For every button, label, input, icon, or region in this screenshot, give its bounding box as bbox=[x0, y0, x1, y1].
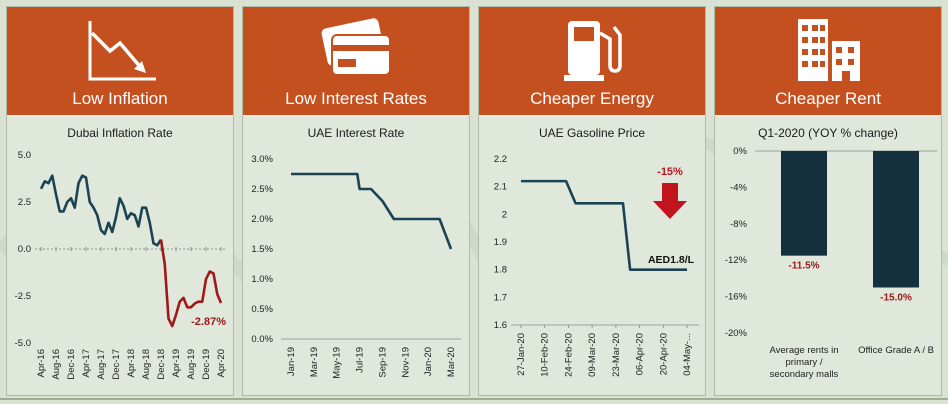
chart-title: Q1-2020 (YOY % change) bbox=[758, 126, 898, 140]
category-label: Average rents in bbox=[769, 345, 838, 356]
x-tick-label: Apr-18 bbox=[126, 349, 137, 378]
bar-value-label: -11.5% bbox=[788, 261, 819, 272]
y-tick-label: 1.7 bbox=[494, 292, 507, 303]
panel-title: Low Inflation bbox=[72, 89, 168, 108]
y-tick-label: 1.6 bbox=[494, 320, 507, 331]
change-label: -15% bbox=[657, 166, 683, 178]
x-tick-label: 10-Feb-20 bbox=[540, 333, 551, 377]
declining-trend-icon bbox=[88, 21, 156, 81]
category-label: primary / bbox=[786, 357, 823, 368]
x-tick-label: Mar-20 bbox=[446, 347, 457, 377]
y-tick-label: 1.9 bbox=[494, 237, 507, 248]
y-tick-label: 1.8 bbox=[494, 265, 507, 276]
x-tick-label: Jan-20 bbox=[423, 347, 434, 376]
y-tick-label: 2.1 bbox=[494, 182, 507, 193]
end-value-label: -2.87% bbox=[191, 316, 226, 328]
rent-bar-chart: 0% -4% -8% -12% -16% -20% -11.5% -15.0% Average … bbox=[725, 146, 937, 380]
x-tick-label: Jan-19 bbox=[286, 347, 297, 376]
panel-title: Low Interest Rates bbox=[285, 89, 427, 108]
x-tick-label: 09-Mar-20 bbox=[587, 333, 598, 377]
y-tick-label: 0.0 bbox=[18, 244, 31, 255]
x-tick-label: Apr-19 bbox=[171, 349, 182, 378]
panel-cheaper-energy: Cheaper Energy UAE Gasoline Price 2.2 2.1… bbox=[478, 6, 706, 396]
panel-title: Cheaper Energy bbox=[530, 89, 654, 108]
panel-header: Low Interest Rates bbox=[243, 7, 469, 117]
y-tick-label: 2.2 bbox=[494, 154, 507, 165]
x-tick-label: Jul-19 bbox=[355, 347, 366, 373]
series-line bbox=[521, 179, 687, 271]
y-tick-label: 0.5% bbox=[251, 304, 273, 315]
chart-title: Dubai Inflation Rate bbox=[67, 126, 173, 140]
x-tick-label: Apr-17 bbox=[81, 349, 92, 378]
series-line bbox=[39, 174, 163, 247]
panel-header: Cheaper Energy bbox=[479, 7, 705, 117]
x-tick-label: 24-Feb-20 bbox=[563, 333, 574, 377]
x-tick-label: Dec-16 bbox=[66, 349, 77, 380]
x-tick-label: 06-Apr-20 bbox=[635, 333, 646, 375]
chart-title: UAE Gasoline Price bbox=[538, 126, 646, 140]
bar bbox=[781, 151, 827, 256]
x-tick-label: 04-May-... bbox=[682, 333, 693, 376]
y-tick-label: 0.0% bbox=[251, 334, 273, 345]
y-tick-label: -5.0 bbox=[15, 338, 31, 349]
panel-header: Cheaper Rent bbox=[715, 7, 941, 117]
y-tick-label: 2 bbox=[502, 209, 507, 220]
category-label: secondary malls bbox=[770, 369, 839, 380]
x-tick-label: Apr-20 bbox=[216, 349, 227, 378]
bottom-divider bbox=[0, 398, 948, 400]
x-tick-label: Aug-17 bbox=[96, 349, 107, 380]
y-tick-label: 5.0 bbox=[18, 150, 31, 161]
y-tick-label: 3.0% bbox=[251, 154, 273, 165]
category-label: Office Grade A / B bbox=[858, 345, 934, 356]
y-tick-label: 1.0% bbox=[251, 274, 273, 285]
y-tick-label: -2.5 bbox=[15, 291, 31, 302]
y-tick-label: 2.0% bbox=[251, 214, 273, 225]
gasoline-price-line-chart: 2.2 2.1 2 1.9 1.8 1.7 1.6 27-Jan-20 10-Feb-20 24-… bbox=[494, 154, 699, 377]
panel-cheaper-rent: Cheaper Rent Q1-2020 (YOY % change) 0% -4… bbox=[714, 6, 942, 396]
fuel-pump-icon bbox=[564, 21, 622, 81]
y-tick-label: -20% bbox=[725, 328, 748, 339]
x-tick-label: Aug-18 bbox=[141, 349, 152, 380]
x-tick-label: 20-Apr-20 bbox=[658, 333, 669, 375]
series-line bbox=[159, 239, 223, 328]
buildings-icon bbox=[798, 19, 860, 81]
x-tick-label: Nov-19 bbox=[400, 347, 411, 378]
y-tick-label: -4% bbox=[730, 182, 747, 193]
end-value-label: AED1.8/L bbox=[648, 254, 695, 266]
x-tick-label: Dec-18 bbox=[156, 349, 167, 380]
panel-header: Low Inflation bbox=[7, 7, 233, 117]
y-tick-label: -12% bbox=[725, 255, 748, 266]
inflation-line-chart: 5.0 2.5 0.0 -2.5 -5.0 Apr-16 Aug-16 Dec-16 Apr-1… bbox=[15, 150, 227, 380]
credit-card-icon bbox=[321, 18, 391, 76]
x-tick-label: Apr-16 bbox=[36, 349, 47, 378]
x-tick-label: 23-Mar-20 bbox=[611, 333, 622, 377]
chart-title: UAE Interest Rate bbox=[307, 126, 405, 140]
y-tick-label: 0% bbox=[733, 146, 747, 157]
x-tick-label: Aug-19 bbox=[186, 349, 197, 380]
interest-rate-line-chart: 3.0% 2.5% 2.0% 1.5% 1.0% 0.5% 0.0% Jan-19 Mar-19… bbox=[251, 154, 461, 379]
y-tick-label: -8% bbox=[730, 219, 747, 230]
y-tick-label: 2.5% bbox=[251, 184, 273, 195]
panel-low-interest-rates: Low Interest Rates UAE Interest Rate 3.0… bbox=[242, 6, 470, 396]
bar-value-label: -15.0% bbox=[880, 293, 912, 304]
x-tick-label: Mar-19 bbox=[309, 347, 320, 377]
down-arrow-icon bbox=[653, 183, 687, 219]
x-tick-label: Dec-19 bbox=[201, 349, 212, 380]
y-tick-label: 1.5% bbox=[251, 244, 273, 255]
x-tick-label: Dec-17 bbox=[111, 349, 122, 380]
y-tick-label: -16% bbox=[725, 292, 748, 303]
panel-title: Cheaper Rent bbox=[775, 89, 881, 108]
x-tick-label: May-19 bbox=[332, 347, 343, 379]
bar bbox=[873, 151, 919, 288]
x-tick-label: Sep-19 bbox=[377, 347, 388, 378]
x-tick-label: Aug-16 bbox=[51, 349, 62, 380]
series-line bbox=[291, 172, 453, 250]
x-tick-label: 27-Jan-20 bbox=[516, 333, 527, 376]
y-tick-label: 2.5 bbox=[18, 197, 31, 208]
panel-low-inflation: Low Inflation Dubai Inflation Rate 5.0 2.… bbox=[6, 6, 234, 396]
